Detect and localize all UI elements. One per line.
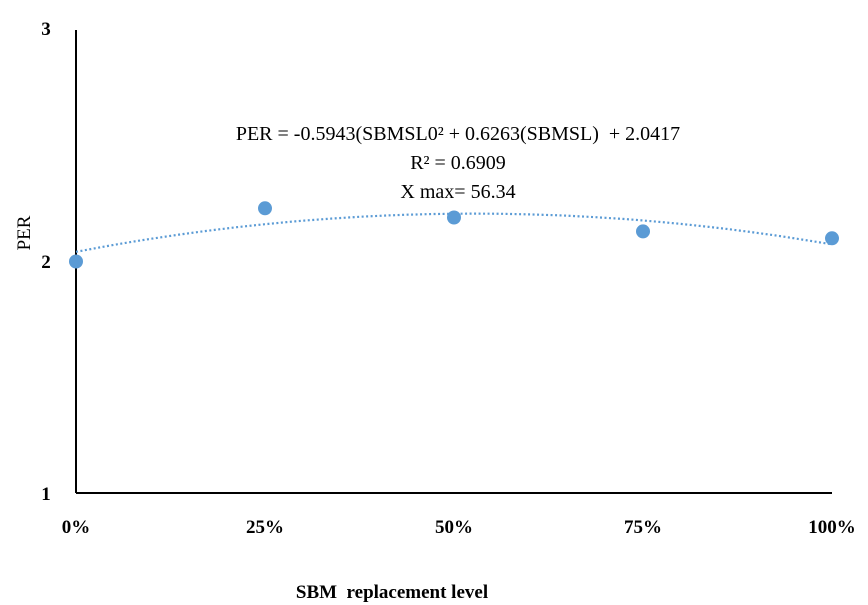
x-max-label: X max= 56.34 — [400, 181, 515, 203]
x-tick-label: 50% — [435, 517, 473, 538]
data-point — [636, 224, 650, 239]
plot-area — [69, 201, 839, 269]
x-tick-label: 0% — [62, 517, 91, 538]
data-point — [447, 210, 461, 225]
data-point — [69, 254, 83, 269]
trendline — [75, 212, 833, 253]
data-point — [825, 231, 839, 246]
x-tick-label: 75% — [624, 517, 662, 538]
r-squared-label: R² = 0.6909 — [410, 152, 506, 174]
y-axis-title: PER — [14, 215, 35, 250]
data-point — [258, 201, 272, 216]
y-tick-label: 2 — [41, 252, 51, 273]
y-tick-label: 1 — [41, 484, 51, 505]
x-tick-label: 100% — [808, 517, 856, 538]
trendline-equation: PER = -0.5943(SBMSL0² + 0.6263(SBMSL) + … — [236, 123, 680, 145]
x-tick-label: 25% — [246, 517, 284, 538]
x-axis-title: SBM replacement level — [296, 582, 488, 603]
y-tick-label: 3 — [41, 19, 51, 40]
